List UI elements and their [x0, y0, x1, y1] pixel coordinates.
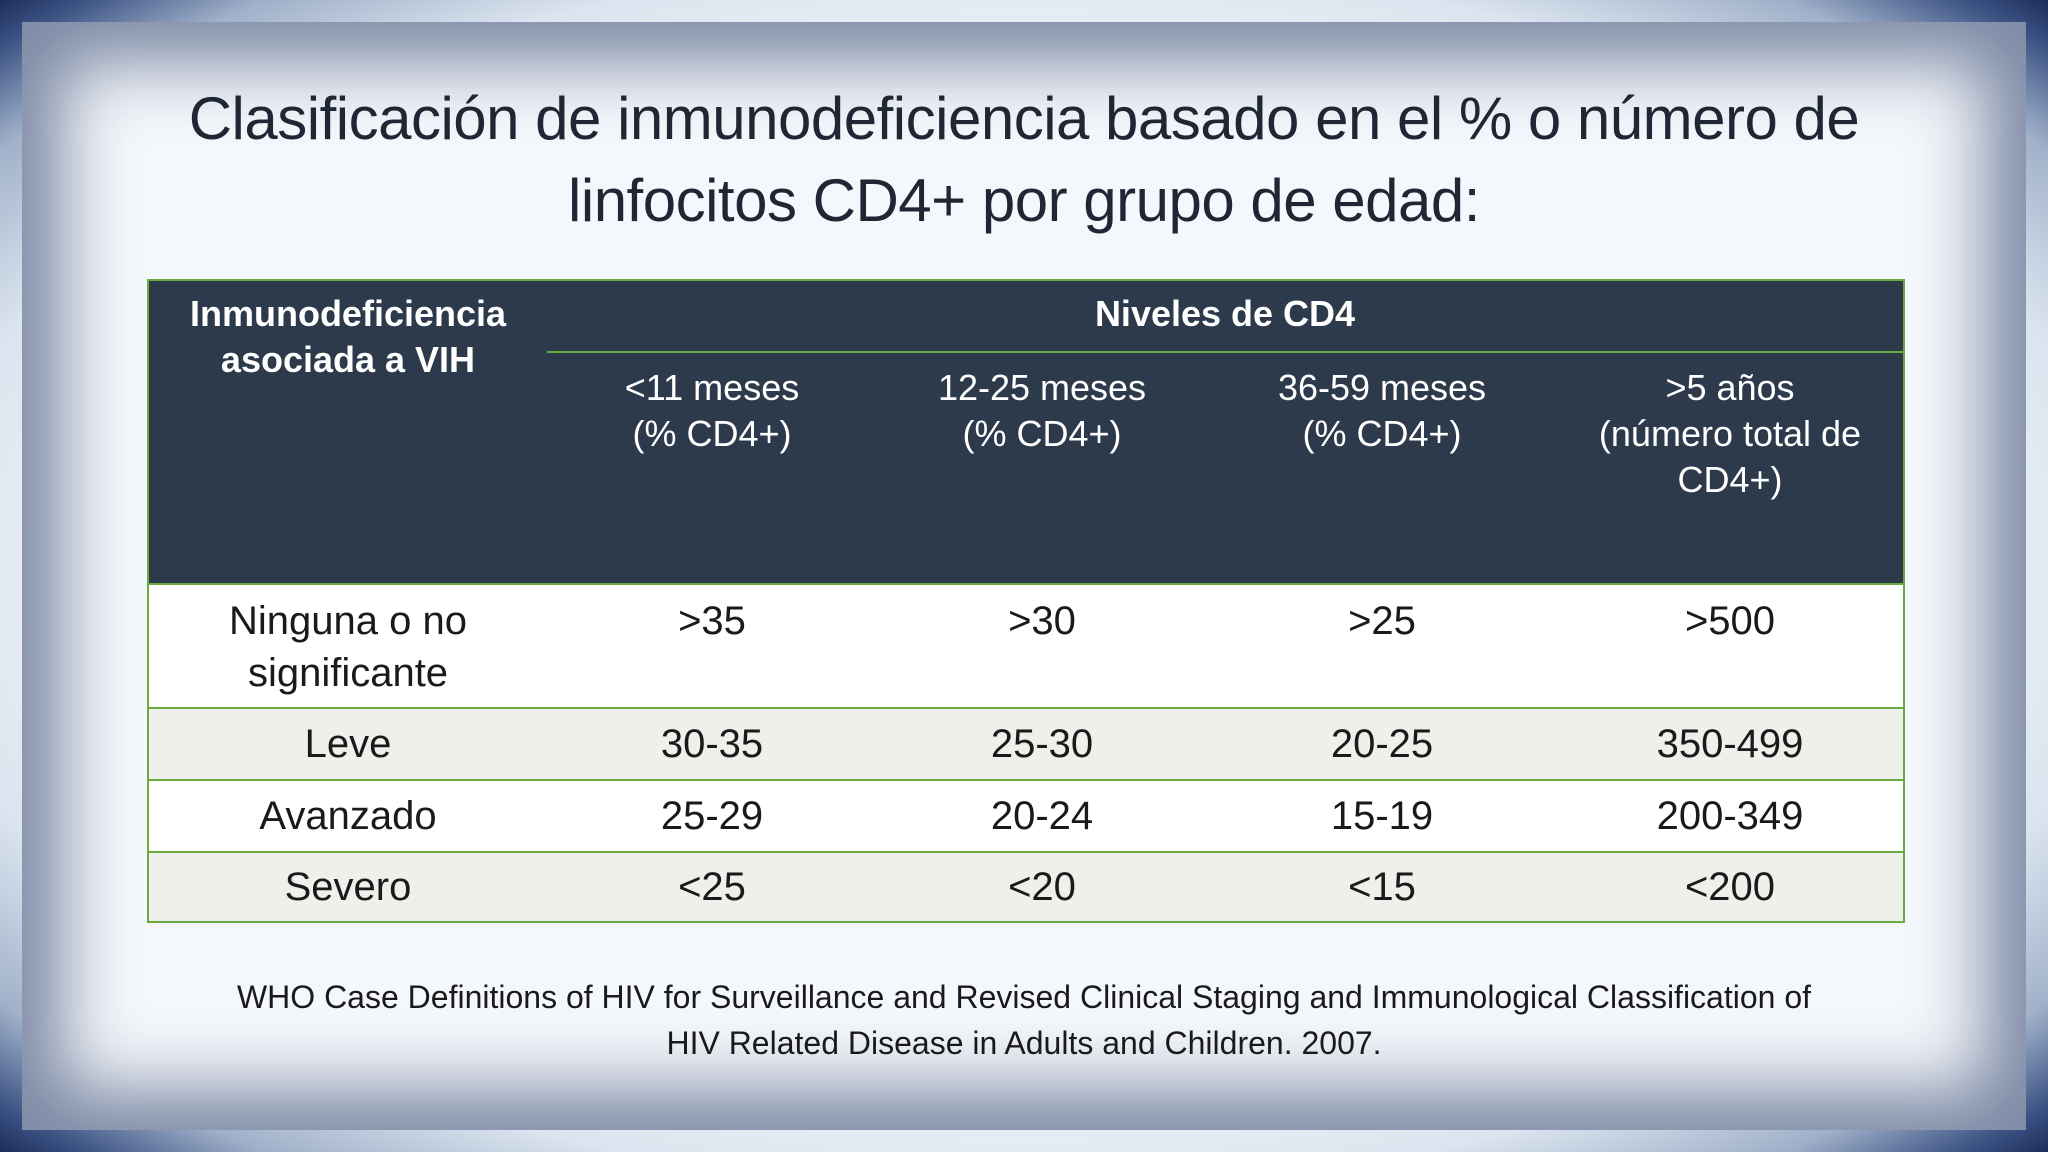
column-header-over-5-years: >5 años (número total de CD4+) — [1557, 365, 1903, 503]
table-header: Inmunodeficiencia asociada a VIH Niveles… — [149, 281, 1903, 585]
column-header-36-59-months: 36-59 meses (% CD4+) — [1207, 365, 1557, 457]
citation-line-1: WHO Case Definitions of HIV for Surveill… — [236, 979, 1812, 1015]
column-header-line: (% CD4+) — [1302, 413, 1462, 454]
row-label-line: Ninguna o no — [229, 599, 467, 643]
table-cell: 200-349 — [1656, 794, 1804, 838]
slide-title-line-2: linfocitos CD4+ por grupo de edad: — [568, 167, 1480, 234]
row-label: Leve — [304, 722, 392, 766]
table-row-leve: Leve 30-35 25-30 20-25 350-499 — [149, 709, 1903, 781]
table-cell: 20-25 — [1330, 722, 1434, 766]
table-cell: >25 — [1348, 599, 1416, 643]
table-cell: >500 — [1684, 599, 1776, 643]
table-row-severo: Severo <25 <20 <15 <200 — [149, 853, 1903, 921]
row-label: Ninguna o no significante — [149, 595, 547, 699]
column-header-line: 12-25 meses — [937, 367, 1147, 408]
column-header-line: (número total de — [1598, 413, 1862, 454]
cd4-classification-table: Inmunodeficiencia asociada a VIH Niveles… — [147, 279, 1905, 923]
group-header-cd4-levels: Niveles de CD4 — [547, 281, 1903, 353]
column-header-line: >5 años — [1665, 367, 1795, 408]
citation-line-2: HIV Related Disease in Adults and Childr… — [666, 1025, 1382, 1061]
table-cell: >30 — [1008, 599, 1076, 643]
row-label-line: significante — [247, 651, 449, 695]
table-cell: 20-24 — [990, 794, 1094, 838]
column-header-line: (% CD4+) — [632, 413, 792, 454]
column-header-line: CD4+) — [1677, 459, 1783, 500]
table-row-avanzado: Avanzado 25-29 20-24 15-19 200-349 — [149, 781, 1903, 853]
column-header-under-11-months: <11 meses (% CD4+) — [547, 365, 877, 457]
column-header-12-25-months: 12-25 meses (% CD4+) — [877, 365, 1207, 457]
slide-title-line-1: Clasificación de inmunodeficiencia basad… — [188, 85, 1860, 152]
table-cell: <15 — [1348, 865, 1416, 909]
table-cell: >35 — [678, 599, 746, 643]
table-cell: 25-29 — [660, 794, 764, 838]
row-label: Avanzado — [259, 794, 437, 838]
row-header-title: Inmunodeficiencia asociada a VIH — [149, 291, 547, 383]
table-cell: <20 — [1008, 865, 1076, 909]
table-cell: 25-30 — [990, 722, 1094, 766]
row-label: Severo — [284, 865, 412, 909]
column-header-line: (% CD4+) — [962, 413, 1122, 454]
table-cell: 30-35 — [660, 722, 764, 766]
column-header-line: 36-59 meses — [1277, 367, 1487, 408]
table-row-ninguna: Ninguna o no significante >35 >30 >25 >5… — [149, 585, 1903, 709]
row-header-line-1: Inmunodeficiencia — [189, 293, 507, 334]
source-citation: WHO Case Definitions of HIV for Surveill… — [130, 974, 1918, 1066]
row-header-line-2: asociada a VIH — [220, 339, 476, 380]
table-cell: <25 — [678, 865, 746, 909]
table-cell: 350-499 — [1656, 722, 1804, 766]
column-header-line: <11 meses — [624, 367, 800, 408]
table-cell: <200 — [1684, 865, 1776, 909]
table-cell: 15-19 — [1330, 794, 1434, 838]
slide-title: Clasificación de inmunodeficiencia basad… — [120, 78, 1928, 242]
